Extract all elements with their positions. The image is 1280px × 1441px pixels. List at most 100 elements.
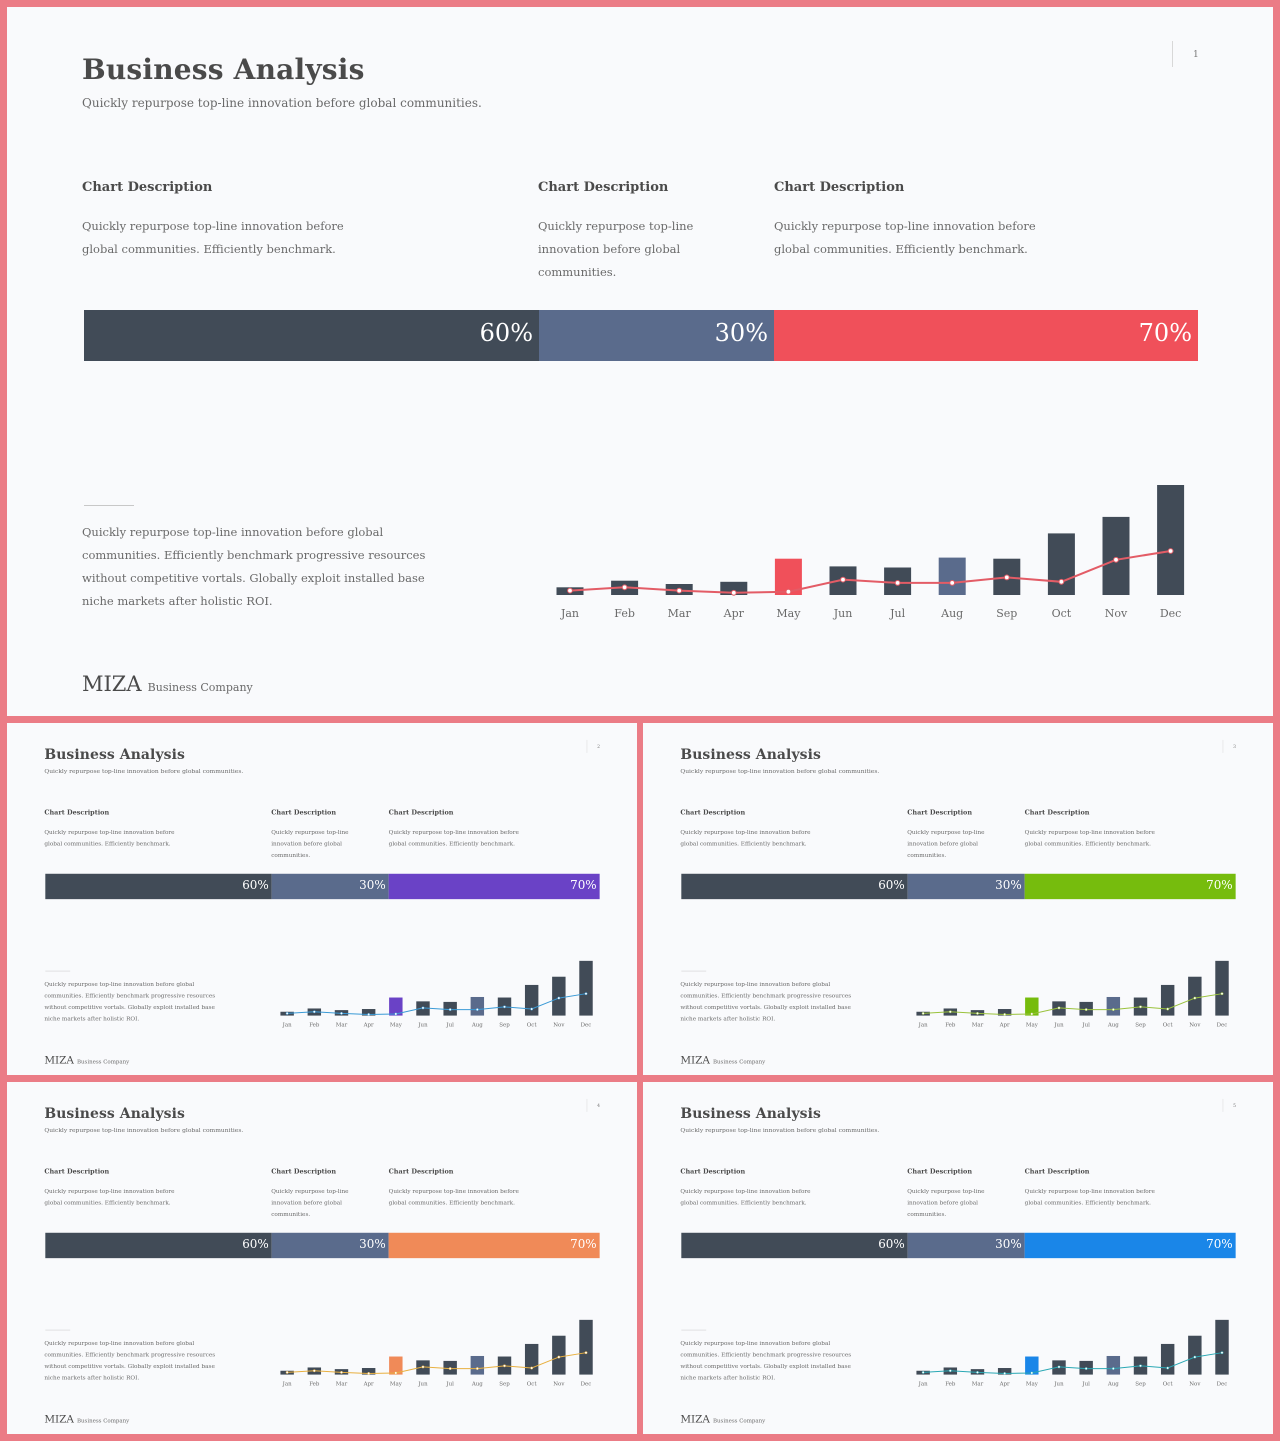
trend-point-sep xyxy=(1139,1364,1142,1368)
logo-brand: MIZA xyxy=(44,1412,74,1425)
trend-point-may xyxy=(1030,1012,1034,1016)
bar-oct xyxy=(524,984,539,1016)
trend-point-nov xyxy=(1113,556,1119,563)
description-column: Chart Description Quickly repurpose top-… xyxy=(1025,809,1159,849)
trend-point-sep xyxy=(503,1364,506,1368)
x-tick-label: Sep xyxy=(499,1023,510,1029)
x-tick-label: Sep xyxy=(1135,1382,1146,1388)
trend-point-jun xyxy=(421,1365,425,1369)
progress-segment: 60% xyxy=(681,873,908,900)
progress-label: 30% xyxy=(714,319,768,347)
column-heading: Chart Description xyxy=(907,809,973,817)
trend-point-dec xyxy=(584,1351,588,1355)
trend-point-jul xyxy=(1084,1367,1088,1371)
bar-dec xyxy=(579,960,593,1016)
logo-company: Business Company xyxy=(76,1058,130,1065)
logo-company: Business Company xyxy=(712,1417,766,1424)
logo: MIZA Business Company xyxy=(680,1054,765,1066)
progress-segment: 60% xyxy=(45,873,272,900)
x-tick-label: May xyxy=(390,1382,403,1388)
bar-dec xyxy=(1157,485,1185,595)
page-number: 1 xyxy=(1193,50,1199,60)
body-paragraph: Quickly repurpose top-line innovation be… xyxy=(680,980,852,1023)
column-text: Quickly repurpose top-line innovation be… xyxy=(271,1187,349,1218)
x-tick-label: Aug xyxy=(1107,1382,1119,1388)
x-tick-label: Apr xyxy=(999,1382,1010,1388)
page-number: 3 xyxy=(1233,744,1237,750)
column-heading: Chart Description xyxy=(774,180,905,195)
bar-nov xyxy=(1188,976,1202,1016)
trend-line xyxy=(923,993,1223,1015)
bar-apr xyxy=(997,1368,1012,1375)
progress-segment: 60% xyxy=(84,310,539,361)
trend-point-oct xyxy=(1058,578,1065,585)
progress-label: 70% xyxy=(1138,319,1192,347)
bar-aug xyxy=(1106,1355,1121,1375)
trend-point-dec xyxy=(584,992,588,996)
bar-apr xyxy=(361,1009,376,1016)
progress-label: 70% xyxy=(1206,1237,1233,1252)
slide-subtitle: Quickly repurpose top-line innovation be… xyxy=(82,96,482,110)
column-text: Quickly repurpose top-line innovation be… xyxy=(1024,1187,1155,1206)
progress-label: 70% xyxy=(1206,878,1233,893)
trend-point-sep xyxy=(1139,1005,1142,1009)
bar-may xyxy=(389,997,403,1016)
column-text: Quickly repurpose top-line innovation be… xyxy=(680,828,811,847)
column-heading: Chart Description xyxy=(538,180,669,195)
column-heading: Chart Description xyxy=(82,180,213,195)
description-column: Chart Description Quickly repurpose top-… xyxy=(82,180,352,261)
monthly-chart: Jan Feb Mar Apr May Jun Jul Aug Sep Oct Nov Dec xyxy=(916,960,1229,1029)
trend-point-aug xyxy=(475,1367,479,1371)
slide-2: Business Analysis Quickly repurpose top-… xyxy=(7,723,637,1075)
x-tick-label: Dec xyxy=(1217,1023,1228,1029)
description-column: Chart Description Quickly repurpose top-… xyxy=(44,1168,178,1208)
trend-point-aug xyxy=(475,1008,479,1012)
trend-point-nov xyxy=(1193,1355,1197,1359)
x-tick-label: Jan xyxy=(560,607,579,620)
x-tick-label: Mar xyxy=(336,1382,348,1388)
x-tick-label: Mar xyxy=(972,1023,984,1029)
description-column: Chart Description Quickly repurpose top-… xyxy=(907,1168,1007,1220)
trend-line xyxy=(287,1352,587,1374)
logo: MIZA Business Company xyxy=(44,1413,129,1425)
trend-point-jun xyxy=(1057,1006,1061,1010)
x-tick-label: Nov xyxy=(1189,1023,1201,1029)
bar-may xyxy=(389,1356,403,1375)
bar-apr xyxy=(997,1009,1012,1016)
trend-line xyxy=(287,993,587,1015)
bar-may xyxy=(1025,1356,1039,1375)
x-tick-label: Jun xyxy=(833,607,853,620)
x-tick-label: Jan xyxy=(918,1382,928,1388)
x-tick-label: Nov xyxy=(553,1023,565,1029)
column-text: Quickly repurpose top-line innovation be… xyxy=(82,219,344,256)
x-tick-label: Sep xyxy=(499,1382,510,1388)
description-column: Chart Description Quickly repurpose top-… xyxy=(907,809,1007,861)
progress-segment: 70% xyxy=(388,873,600,900)
trend-point-apr xyxy=(367,1372,371,1375)
trend-point-jul xyxy=(448,1367,452,1371)
x-tick-label: Feb xyxy=(309,1382,320,1388)
trend-point-apr xyxy=(1003,1372,1007,1375)
trend-point-mar xyxy=(340,1011,343,1015)
progress-segment: 70% xyxy=(1024,873,1236,900)
monthly-chart: Jan Feb Mar Apr May Jun Jul Aug Sep Oct Nov Dec xyxy=(280,960,593,1029)
x-tick-label: Jan xyxy=(918,1023,928,1029)
trend-point-oct xyxy=(1166,1366,1170,1370)
x-tick-label: Apr xyxy=(363,1023,374,1029)
trend-point-feb xyxy=(948,1010,952,1014)
progress-label: 60% xyxy=(242,878,269,893)
bar-oct xyxy=(1047,533,1075,595)
monthly-chart: Jan Feb Mar Apr May Jun Jul Aug Sep Oct Nov Dec xyxy=(916,1319,1229,1388)
slide-subtitle: Quickly repurpose top-line innovation be… xyxy=(680,1126,880,1134)
trend-line xyxy=(569,550,1171,594)
x-tick-label: Jul xyxy=(445,1382,454,1388)
page-number: 4 xyxy=(597,1103,601,1109)
column-text: Quickly repurpose top-line innovation be… xyxy=(388,1187,519,1206)
x-tick-label: Feb xyxy=(945,1382,956,1388)
x-tick-label: Jul xyxy=(1081,1382,1090,1388)
trend-point-sep xyxy=(503,1005,506,1009)
trend-point-jan xyxy=(285,1011,289,1015)
trend-point-feb xyxy=(312,1369,316,1373)
slide-subtitle: Quickly repurpose top-line innovation be… xyxy=(44,767,244,775)
body-paragraph: Quickly repurpose top-line innovation be… xyxy=(680,1339,852,1382)
